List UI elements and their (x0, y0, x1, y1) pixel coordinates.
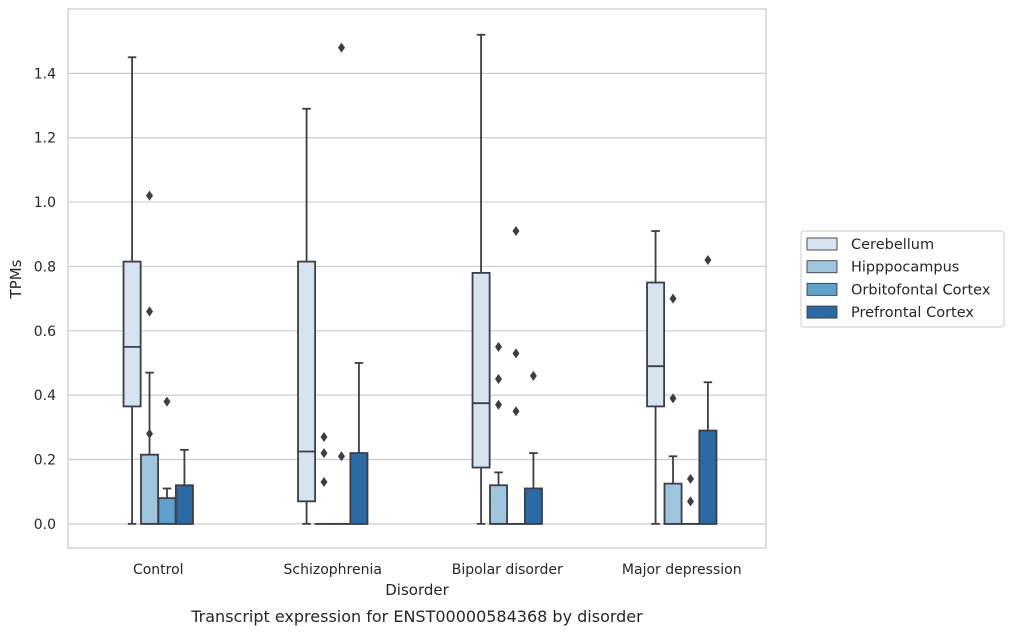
legend-label: Prefrontal Cortex (851, 305, 974, 321)
x-tick-label: Bipolar disorder (452, 562, 563, 578)
box-group (523, 370, 543, 525)
box-group (489, 341, 508, 525)
legend-label: Orbitofontal Cortex (851, 282, 991, 298)
box (349, 452, 369, 525)
x-axis-title: Disorder (385, 581, 449, 599)
outlier-point (320, 431, 328, 442)
outlier-point (337, 451, 345, 462)
legend-swatch (806, 282, 838, 296)
box (174, 484, 194, 525)
outlier-point (320, 477, 328, 488)
outlier-point (495, 399, 503, 410)
box-group (157, 396, 177, 525)
outlier-point (512, 348, 520, 359)
outlier-point (686, 496, 694, 507)
x-tick-label: Major depression (622, 562, 742, 578)
box-group (174, 448, 194, 525)
y-tick-label: 0.8 (34, 259, 56, 275)
box (663, 482, 683, 525)
box (489, 484, 508, 525)
box-group (471, 33, 491, 525)
outlier-point (669, 393, 677, 404)
y-tick-label: 0.0 (34, 517, 56, 533)
outlier-point (669, 293, 677, 304)
box (122, 260, 142, 408)
outlier-point (512, 406, 520, 417)
outlier-point (146, 428, 154, 439)
legend-swatch (806, 237, 838, 251)
y-tick-labels: 0.0 0.2 0.4 0.6 0.8 1.0 1.2 1.4 (34, 66, 56, 533)
legend-label: Cerebellum (851, 237, 934, 253)
outlier-point (146, 306, 154, 317)
box-plots (122, 33, 718, 525)
box-group (646, 230, 666, 525)
legend-swatch (806, 260, 838, 274)
box-group (314, 431, 334, 525)
box-group (122, 56, 142, 525)
outlier-point (495, 341, 503, 352)
box-group (349, 362, 369, 525)
legend: Cerebellum Hipppocampus Orbitofontal Corte… (800, 230, 1005, 328)
outlier-point (512, 226, 520, 237)
outlier-point (146, 190, 154, 201)
box-group (506, 226, 526, 525)
outlier-point (337, 42, 345, 53)
box (297, 260, 317, 503)
outlier-point (686, 473, 694, 484)
box (698, 429, 718, 525)
box-group (332, 42, 351, 525)
legend-frame (800, 230, 1005, 328)
y-tick-label: 1.4 (34, 66, 56, 82)
box (471, 271, 491, 469)
outlier-point (320, 448, 328, 459)
legend-swatch (806, 305, 838, 319)
y-tick-label: 0.2 (34, 453, 56, 469)
y-tick-label: 0.4 (34, 388, 56, 404)
x-tick-labels: Control Schizophrenia Bipolar disorder Majo… (133, 562, 742, 578)
x-tick-label: Schizophrenia (284, 562, 382, 578)
chart-caption: Transcript expression for ENST0000058436… (190, 607, 643, 626)
plot-frame (67, 8, 767, 549)
outlier-point (163, 396, 171, 407)
box (140, 453, 159, 525)
legend-label: Hipppocampus (851, 260, 959, 276)
y-tick-label: 0.6 (34, 324, 56, 340)
y-tick-label: 1.0 (34, 195, 56, 211)
box (646, 281, 666, 408)
outlier-point (495, 374, 503, 385)
x-tick-label: Control (133, 562, 184, 578)
outlier-point (529, 370, 537, 381)
box-group (681, 473, 700, 525)
outlier-point (704, 254, 712, 265)
box-group (663, 293, 683, 525)
box-group (297, 107, 317, 525)
box-group (140, 190, 159, 525)
y-tick-label: 1.2 (34, 131, 56, 147)
box (523, 487, 543, 525)
box (157, 497, 177, 525)
y-axis-title: TPMs (7, 259, 25, 299)
box-group (698, 254, 718, 525)
